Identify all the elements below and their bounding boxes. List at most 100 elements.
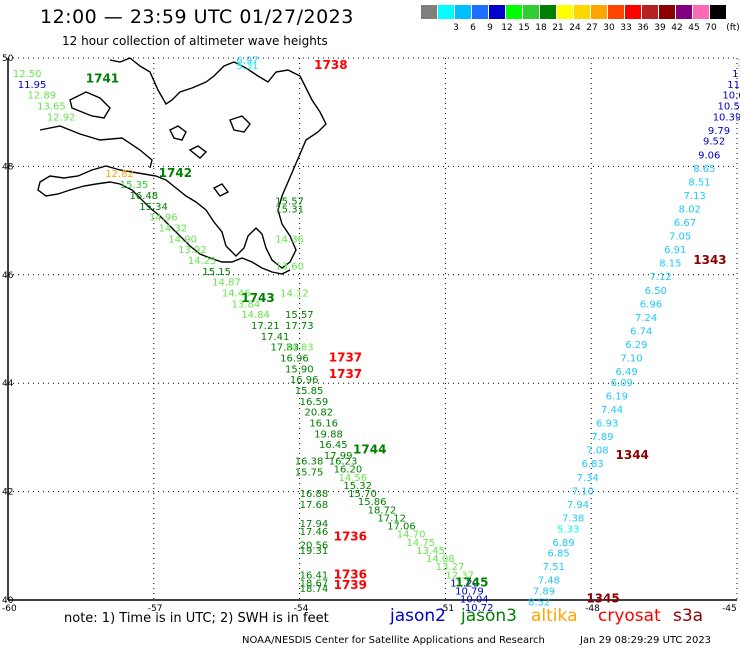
swh-value: 15.70: [348, 489, 377, 500]
swh-value: 7.48: [538, 576, 560, 587]
lat-tick-label: 48: [2, 162, 14, 172]
swh-value: 17.21: [251, 321, 280, 332]
swh-value: 11.00: [732, 69, 740, 80]
swh-value: 15.35: [120, 180, 149, 191]
legend-bin-label: 15: [518, 23, 530, 33]
legend-cryosat: cryosat: [598, 606, 661, 626]
legend-swatch: [710, 5, 726, 19]
coastline: [37, 57, 327, 275]
swh-value: 12.92: [47, 112, 76, 123]
swh-value: 14.84: [241, 310, 270, 321]
swh-value: 5.33: [557, 524, 579, 535]
legend-bin-label: 3: [453, 23, 459, 33]
swh-value: 14.87: [212, 278, 241, 289]
swh-value: 17.99: [324, 451, 353, 462]
swh-value: 14.25: [188, 256, 217, 267]
legend-bin-label: 27: [586, 23, 598, 33]
swh-value: 6.09: [611, 378, 633, 389]
swh-value: 15.32: [343, 481, 372, 492]
swh-value: 6.67: [674, 218, 696, 229]
legend-bin-label: 39: [654, 23, 666, 33]
legend-swatch: [472, 5, 488, 19]
legend-bin-label: 70: [705, 23, 717, 33]
swh-value: 7.10: [620, 354, 642, 365]
legend-bin-label: 6: [470, 23, 476, 33]
swh-value: 17.41: [261, 332, 290, 343]
lat-tick-label: 44: [2, 379, 14, 389]
lat-tick-label: 46: [2, 271, 14, 281]
swh-value: 17.68: [300, 500, 329, 511]
pass-time-label: 1744: [353, 443, 386, 457]
swh-value: 8.52: [528, 597, 550, 608]
legend-bin-label: 18: [535, 23, 547, 33]
swh-value: 7.10: [572, 486, 594, 497]
legend-bin-label: 36: [637, 23, 649, 33]
swh-value: 16.41: [300, 570, 329, 581]
swh-value: 14.83: [285, 343, 314, 354]
swh-value: 7.51: [543, 562, 565, 573]
swh-value: 18.74: [300, 584, 329, 595]
swh-value: 10.57: [718, 101, 740, 112]
pass-time-label: 1737: [329, 367, 362, 381]
swh-value: 7.89: [533, 587, 555, 598]
swh-value: 11.14: [727, 80, 740, 91]
swh-value: 15.34: [139, 202, 168, 213]
swh-value: 11.20: [450, 578, 479, 589]
swh-value: 14.70: [397, 530, 426, 541]
legend-jason3: jason3: [461, 606, 517, 626]
note-text: note: 1) Time is in UTC; 2) SWH is in fe…: [64, 611, 329, 626]
swh-value: 14.36: [275, 234, 304, 245]
legend-unit-label: (ft): [726, 23, 740, 33]
swh-value: 6.85: [547, 549, 569, 560]
swh-value: 18.67: [300, 578, 329, 589]
lon-tick-label: -45: [722, 604, 737, 614]
swh-value: 20.82: [304, 408, 333, 419]
pass-time-label: 1344: [616, 448, 649, 462]
swh-value: 19.31: [300, 546, 329, 557]
swh-value: 10.39: [713, 112, 740, 123]
swh-value: 10.72: [465, 603, 494, 614]
axis-labels: 50 48 46 44 42 40-60 -57 -54 -51 -48 -45: [2, 54, 737, 614]
swh-value: 8.02: [679, 204, 701, 215]
wave-height-readings: 12.5011.9512.8913.6512.926.975.3112.8215…: [13, 55, 740, 613]
pass-time-label: 1736: [334, 567, 367, 581]
swh-value: 7.44: [601, 405, 623, 416]
swh-value: 18.72: [368, 505, 397, 516]
legend-swatch: [642, 5, 658, 19]
swh-value: 16.23: [329, 457, 358, 468]
swh-value: 15.57: [285, 310, 314, 321]
swh-value: 15.57: [275, 196, 304, 207]
swh-value: 17.94: [300, 519, 329, 530]
lat-tick-label: 42: [2, 488, 13, 498]
generated-timestamp: Jan 29 08:29:29 UTC 2023: [580, 635, 712, 646]
map-frame: [7, 58, 737, 601]
legend-bin-label: 21: [552, 23, 564, 33]
swh-value: 7.08: [586, 446, 608, 457]
legend-bin-label: 24: [569, 23, 581, 33]
pass-time-label: 1345: [586, 592, 619, 606]
swh-value: 8.51: [688, 177, 710, 188]
swh-value: 5.31: [236, 61, 258, 72]
legend-jason2: jason2: [390, 606, 446, 626]
legend-swatch: [489, 5, 505, 19]
swh-value: 15.31: [275, 204, 304, 215]
legend-bin-label: 12: [501, 23, 513, 33]
legend-bin-label: 42: [671, 23, 683, 33]
swh-value: 11.95: [18, 80, 47, 91]
swh-value: 6.50: [645, 286, 667, 297]
legend-swatch: [659, 5, 675, 19]
swh-value: 16.20: [334, 465, 363, 476]
swh-value: 16.96: [280, 354, 309, 365]
swh-value: 16.88: [300, 489, 329, 500]
lon-tick-label: -57: [148, 604, 163, 614]
swh-value: 6.96: [640, 299, 662, 310]
swh-value: 17.12: [377, 513, 406, 524]
swh-value: 6.89: [552, 538, 574, 549]
swh-value: 14.75: [407, 538, 436, 549]
lon-tick-label: -48: [585, 604, 600, 614]
legend-swatch: [506, 5, 522, 19]
map-title: 12:00 — 23:59 UTC 01/27/2023: [40, 6, 354, 28]
swh-value: 10.79: [455, 587, 484, 598]
lat-lon-grid: [7, 57, 738, 601]
legend-swatch: [676, 5, 692, 19]
